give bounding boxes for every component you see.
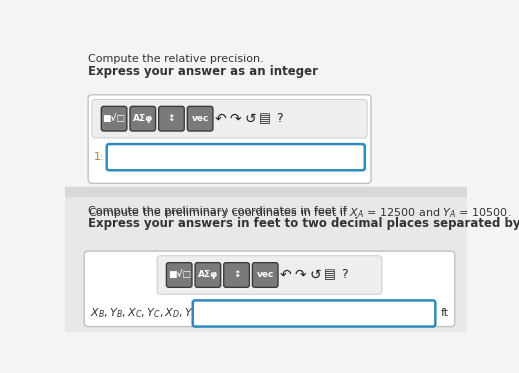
FancyBboxPatch shape [159, 106, 184, 131]
Text: AΣφ: AΣφ [133, 114, 153, 123]
FancyBboxPatch shape [157, 256, 382, 294]
Text: Express your answers in feet to two decimal places separated by commas: Express your answers in feet to two deci… [88, 217, 519, 230]
Text: AΣφ: AΣφ [198, 270, 218, 279]
Text: ■√□: ■√□ [168, 270, 190, 279]
FancyBboxPatch shape [196, 263, 220, 286]
FancyBboxPatch shape [107, 144, 365, 170]
FancyBboxPatch shape [167, 263, 192, 287]
FancyBboxPatch shape [195, 263, 221, 287]
Bar [65, 195, 467, 332]
Bar [65, 45, 467, 195]
FancyBboxPatch shape [84, 251, 455, 327]
Text: Express your answer as an integer: Express your answer as an integer [88, 65, 318, 78]
Text: vec: vec [256, 270, 274, 279]
FancyBboxPatch shape [187, 106, 213, 131]
FancyBboxPatch shape [167, 263, 191, 286]
FancyBboxPatch shape [188, 107, 212, 130]
Text: Compute the relative precision.: Compute the relative precision. [88, 54, 264, 64]
Text: ↕: ↕ [168, 114, 175, 123]
Text: ↶: ↶ [280, 268, 292, 282]
FancyBboxPatch shape [101, 106, 127, 131]
Text: Compute the preliminary coordinates in feet if: Compute the preliminary coordinates in f… [88, 207, 350, 216]
FancyBboxPatch shape [92, 100, 367, 138]
Bar [65, 187, 467, 197]
Text: ft: ft [441, 308, 449, 319]
Text: ?: ? [276, 112, 283, 125]
FancyBboxPatch shape [224, 263, 249, 287]
Text: Compute the preliminary coordinates in feet if $X_A$ = 12500 and $Y_A$ = 10500.: Compute the preliminary coordinates in f… [88, 207, 512, 220]
FancyBboxPatch shape [159, 107, 183, 130]
Text: ↷: ↷ [229, 112, 241, 126]
FancyBboxPatch shape [252, 263, 278, 287]
Text: 1:: 1: [94, 152, 105, 162]
Text: ↶: ↶ [215, 112, 226, 126]
Text: ↺: ↺ [309, 268, 321, 282]
FancyBboxPatch shape [88, 95, 371, 184]
FancyBboxPatch shape [131, 107, 155, 130]
Text: ↷: ↷ [295, 268, 306, 282]
FancyBboxPatch shape [130, 106, 156, 131]
Text: vec: vec [192, 114, 209, 123]
Text: ▤: ▤ [259, 112, 271, 125]
Text: ↺: ↺ [244, 112, 256, 126]
Text: ?: ? [342, 269, 348, 282]
FancyBboxPatch shape [102, 107, 126, 130]
Text: ▤: ▤ [324, 269, 336, 282]
FancyBboxPatch shape [193, 300, 435, 327]
Text: ■√□: ■√□ [103, 114, 126, 123]
Text: $X_B, Y_B, X_C, Y_C, X_D, Y_D$ =: $X_B, Y_B, X_C, Y_C, X_D, Y_D$ = [90, 307, 212, 320]
FancyBboxPatch shape [253, 263, 277, 286]
Text: ↕: ↕ [233, 270, 240, 279]
FancyBboxPatch shape [225, 263, 249, 286]
